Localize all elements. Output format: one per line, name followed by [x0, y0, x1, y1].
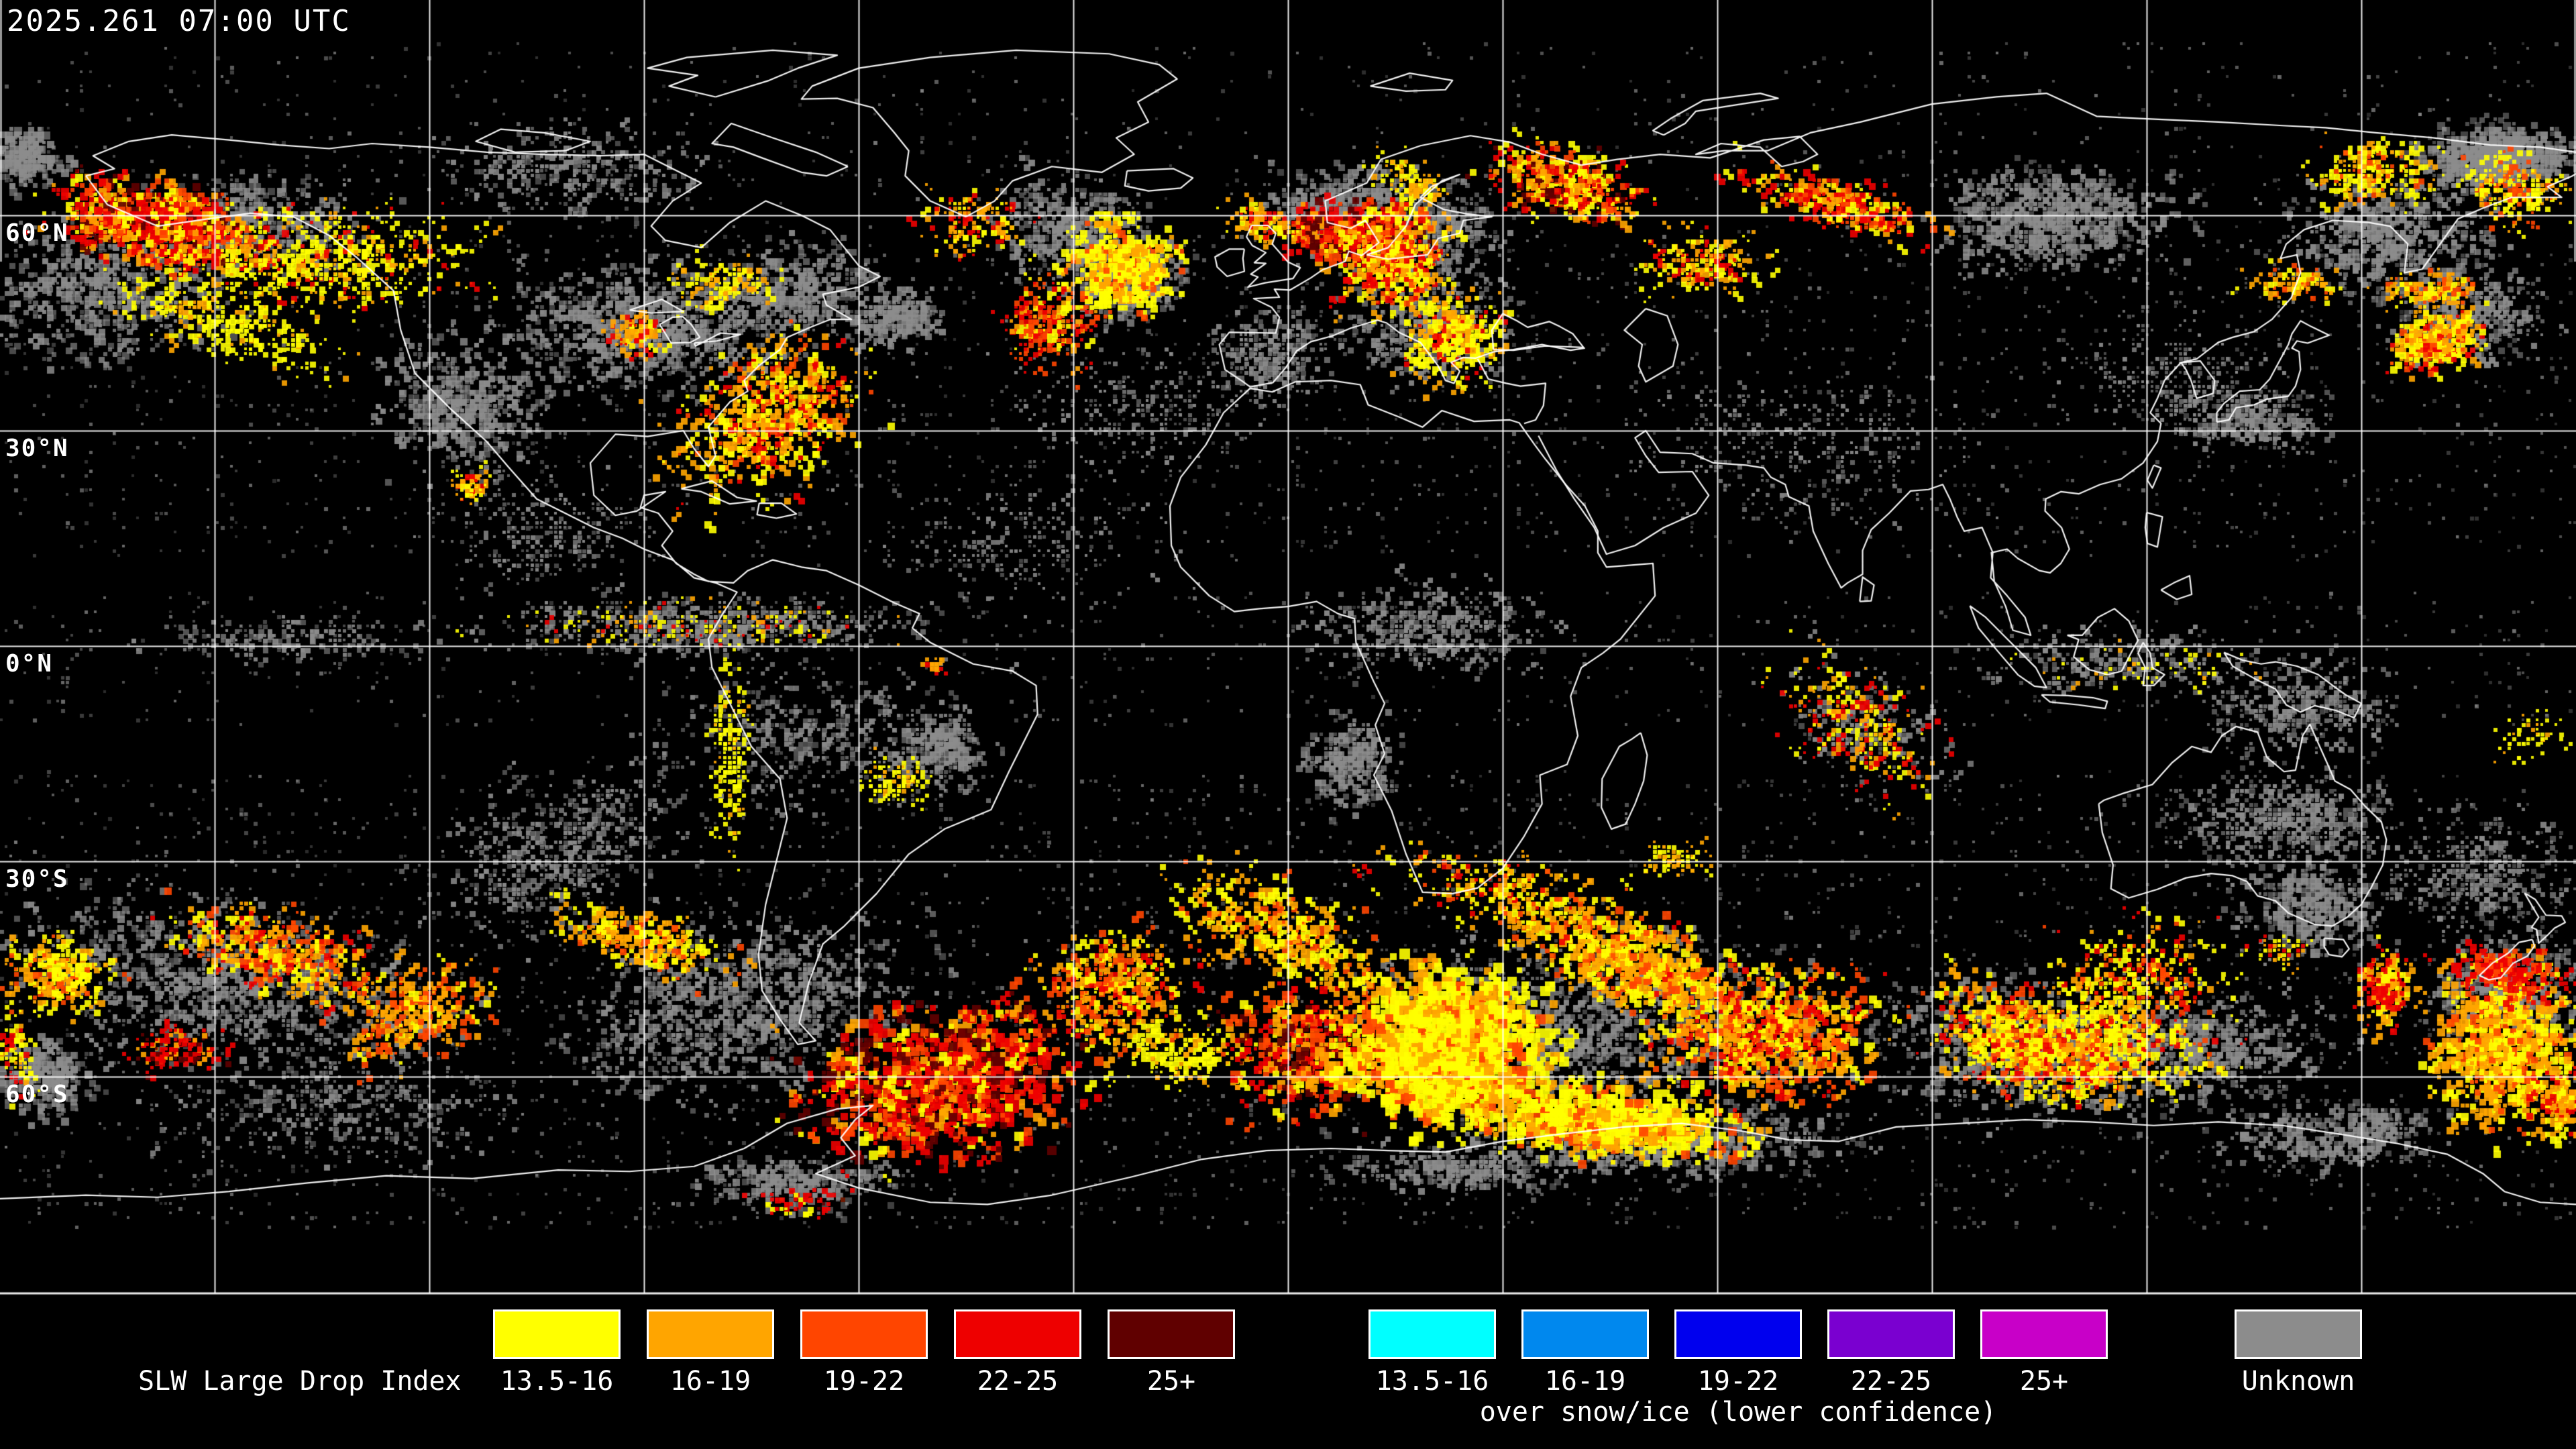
legend-label-unknown: Unknown [2241, 1366, 2355, 1397]
legend-swatch-slw-1 [493, 1309, 621, 1359]
legend-snowice-caption: over snow/ice (lower confidence) [1479, 1397, 1997, 1428]
legend-label-slw-2: 16-19 [669, 1366, 751, 1397]
legend-label-snowice-3: 19-22 [1697, 1366, 1779, 1397]
legend-label-snowice-4: 22-25 [1850, 1366, 1932, 1397]
legend-swatch-slw-5 [1108, 1309, 1235, 1359]
lat-label-30s: 30°S [5, 865, 69, 893]
legend-swatch-snowice-2 [1521, 1309, 1649, 1359]
legend-swatch-slw-2 [647, 1309, 774, 1359]
legend-title: SLW Large Drop Index [138, 1366, 462, 1397]
lat-label-60n: 60°N [5, 219, 69, 247]
lat-label-60s: 60°S [5, 1081, 69, 1108]
lat-label-0n: 0°N [5, 650, 54, 678]
legend-swatch-snowice-5 [1980, 1309, 2108, 1359]
world-map: 2025.261 07:00 UTC 60°N 30°N 0°N 30°S 60°S [0, 0, 2576, 1296]
world-map-canvas [0, 0, 2576, 1296]
timestamp: 2025.261 07:00 UTC [7, 4, 351, 38]
legend-swatch-snowice-4 [1827, 1309, 1955, 1359]
legend-swatch-snowice-1 [1368, 1309, 1496, 1359]
legend-label-slw-3: 19-22 [823, 1366, 905, 1397]
legend-label-slw-4: 22-25 [977, 1366, 1059, 1397]
legend-swatch-unknown [2235, 1309, 2362, 1359]
legend-label-slw-5: 25+ [1146, 1366, 1196, 1397]
legend-label-snowice-2: 16-19 [1544, 1366, 1626, 1397]
legend-swatch-slw-4 [954, 1309, 1081, 1359]
legend-label-slw-1: 13.5-16 [500, 1366, 614, 1397]
legend: SLW Large Drop Index 13.5-16 16-19 19-22… [0, 1296, 2576, 1449]
legend-swatch-snowice-3 [1674, 1309, 1802, 1359]
legend-label-snowice-1: 13.5-16 [1375, 1366, 1489, 1397]
lat-label-30n: 30°N [5, 435, 69, 462]
legend-swatch-slw-3 [800, 1309, 928, 1359]
legend-label-snowice-5: 25+ [2019, 1366, 2069, 1397]
